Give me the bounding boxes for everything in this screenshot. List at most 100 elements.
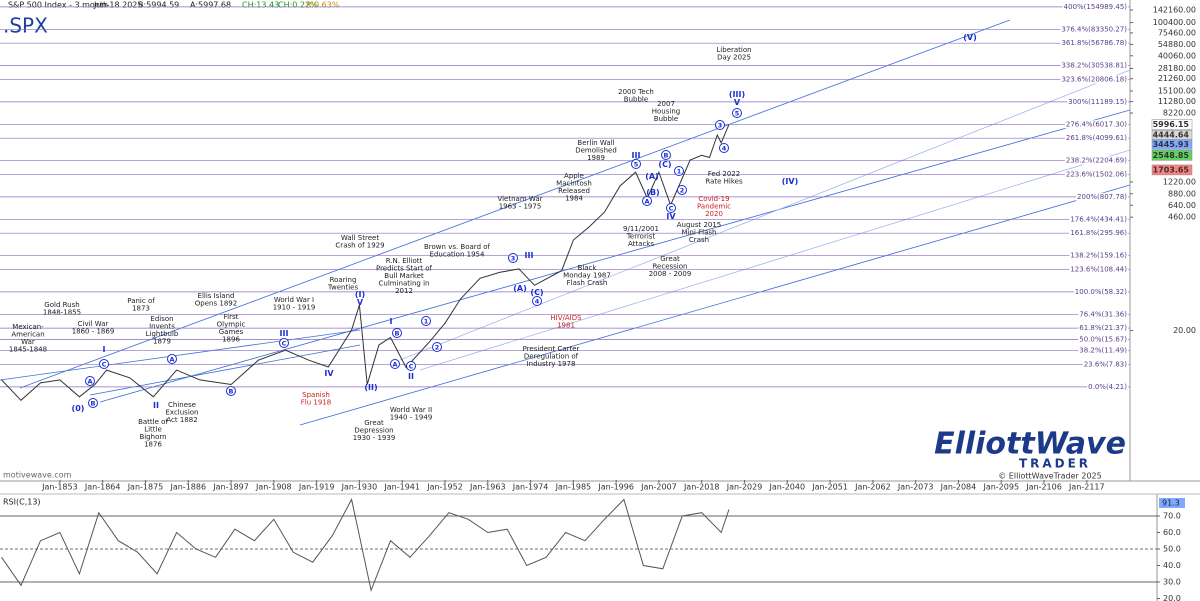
event-annotation: 1989 (587, 154, 605, 162)
event-annotation: Monday 1987 (563, 272, 611, 280)
fib-label: 238.2%(2204.69) (1066, 157, 1127, 165)
y-tick-label: 75460.00 (1158, 28, 1196, 37)
fib-label: 338.2%(30538.81) (1061, 62, 1127, 70)
x-tick-label: Jan-1853 (41, 483, 78, 492)
event-annotation: Demolished (575, 147, 617, 155)
fib-label-bg (1064, 170, 1129, 179)
event-annotation: Attacks (628, 240, 654, 248)
event-annotation: Housing (652, 108, 680, 116)
y-tick-label: 100400.00 (1153, 18, 1196, 27)
fib-label-bg (1078, 324, 1129, 333)
wave-label: B (395, 330, 400, 338)
event-annotation: August 2015 (677, 221, 722, 229)
y-tick-label: 142160.00 (1153, 6, 1196, 15)
rsi-tick-label: 70.0 (1163, 511, 1181, 520)
fib-label-bg (1064, 156, 1129, 165)
wave-label: C (669, 205, 674, 213)
fib-label-bg (1076, 192, 1129, 201)
fib-label: 400%(154989.45) (1064, 3, 1128, 11)
wave-circle (406, 361, 416, 371)
wave-label: B (664, 152, 669, 160)
fib-label: 376.4%(83350.27) (1061, 25, 1127, 33)
event-annotation: 1963 - 1975 (499, 203, 542, 211)
event-annotation: Berlin Wall (577, 139, 614, 147)
wave-label: (B) (646, 188, 659, 197)
x-tick-label: Jan-1908 (255, 483, 292, 492)
event-annotation: Ellis Island (198, 292, 235, 300)
wave-circle (88, 398, 98, 408)
event-annotation: Bull Market (384, 272, 424, 280)
fib-label: 361.8%(56786.78) (1061, 39, 1127, 47)
y-tick-label: 11280.00 (1158, 97, 1196, 106)
fib-label: 176.4%(434.41) (1070, 215, 1127, 223)
x-tick-label: Jan-1941 (383, 483, 420, 492)
event-annotation: Flu 1918 (301, 399, 331, 407)
event-annotation: 2000 Tech (618, 88, 654, 96)
y-tick-label: 460.00 (1168, 213, 1196, 222)
x-tick-label: Jan-1974 (512, 483, 549, 492)
fib-label: 23.6%(7.83) (1084, 360, 1128, 368)
channel-line (419, 149, 1131, 371)
channel-line (0, 329, 361, 381)
channel-line (99, 109, 1131, 403)
wave-circle (167, 354, 177, 364)
event-annotation: Deregulation of (524, 353, 579, 361)
wave-label: IV (666, 212, 676, 221)
y-tick-label: 1220.00 (1163, 177, 1196, 186)
event-annotation: Panic of (127, 297, 155, 305)
x-tick-label: Jan-2084 (940, 483, 977, 492)
event-annotation: Mini Flash (682, 229, 717, 237)
wave-label: C (102, 361, 107, 369)
x-tick-label: Jan-2117 (1068, 483, 1105, 492)
wave-label: (IV) (782, 177, 798, 186)
wave-label: (V) (963, 33, 977, 42)
y-tick-label: 15100.00 (1158, 87, 1196, 96)
x-tick-label: Jan-2051 (811, 483, 848, 492)
event-annotation: World War I (274, 296, 314, 304)
fib-label: 300%(11189.15) (1068, 98, 1127, 106)
wave-circle (715, 120, 725, 130)
event-annotation: Spanish (302, 391, 330, 399)
event-annotation: Terrorist (626, 233, 656, 241)
event-annotation: 1879 (153, 338, 171, 346)
x-tick-label: Jan-2073 (897, 483, 934, 492)
rsi-tick-label: 50.0 (1163, 545, 1181, 554)
x-tick-label: Jan-2007 (640, 483, 677, 492)
event-annotation: World War II (390, 406, 432, 414)
event-annotation: Roaring (330, 276, 357, 284)
event-annotation: 1896 (222, 336, 240, 344)
wave-label: B (91, 400, 96, 408)
y-tick-label: 8220.00 (1163, 109, 1196, 118)
event-annotation: 1984 (565, 195, 583, 203)
y-tick-label: 21260.00 (1158, 74, 1196, 83)
wave-label: II (153, 401, 159, 410)
wave-label: (0) (72, 404, 85, 413)
wave-label: I (103, 345, 106, 354)
wave-label: (A) (645, 172, 659, 181)
event-annotation: Rate Hikes (705, 178, 743, 186)
fib-label-bg (1087, 382, 1129, 391)
event-annotation: Education 1954 (430, 251, 485, 259)
event-annotation: Released (558, 187, 590, 195)
trend-channels (0, 19, 1131, 426)
event-annotation: Lightbulb (146, 330, 179, 338)
event-annotation: Fed 2022 (708, 170, 740, 178)
event-annotation: R.N. Elliott (386, 257, 423, 265)
event-annotation: Culminating in (379, 280, 430, 288)
x-tick-label: Jan-1963 (469, 483, 506, 492)
x-tick-label: Jan-1919 (298, 483, 335, 492)
x-tick-label: Jan-2062 (854, 483, 891, 492)
y-tick-label: 28180.00 (1158, 64, 1196, 73)
wave-circle (421, 316, 431, 326)
wave-circle (85, 376, 95, 386)
fib-label: 50.0%(15.67) (1079, 335, 1127, 343)
event-annotation: 1981 (557, 322, 575, 330)
event-annotation: Invents (149, 323, 175, 331)
fib-label: 123.6%(108.44) (1070, 265, 1127, 273)
rsi-current: 91.3 (1162, 499, 1180, 508)
wave-circle (390, 359, 400, 369)
price-badge (1151, 119, 1193, 130)
event-annotation: Day 2025 (717, 54, 751, 62)
